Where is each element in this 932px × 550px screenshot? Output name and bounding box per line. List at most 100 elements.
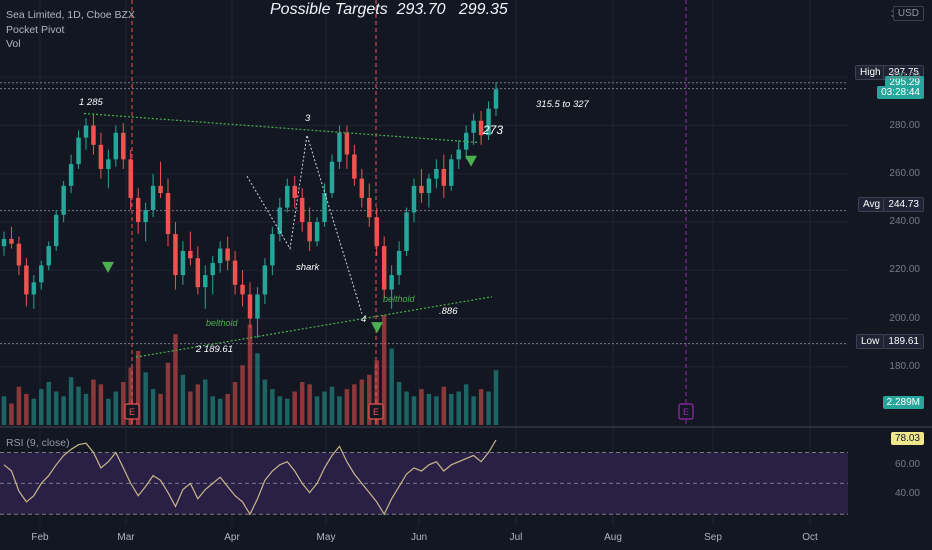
rsi-line (3, 439, 497, 516)
belthold-label-2: belthold (383, 294, 415, 304)
candle (449, 159, 454, 186)
shark-pattern (246, 135, 363, 314)
volume-bar (158, 393, 163, 425)
y-axis-label: 280.00 (889, 119, 920, 131)
x-axis-label: Feb (31, 532, 49, 543)
volume-bar (135, 350, 141, 425)
candle (53, 214, 59, 247)
candle (121, 132, 126, 160)
candle (426, 178, 432, 194)
volume-bar (150, 389, 156, 425)
volume-bar (39, 389, 44, 425)
volume-bar (292, 391, 297, 425)
target-2: 299.35 (458, 1, 508, 18)
candle (247, 294, 253, 319)
candle (9, 238, 14, 244)
point-1-label: 1 285 (79, 97, 103, 108)
avg-value-tag: 244.73 (883, 197, 924, 212)
candle (135, 197, 141, 223)
candle (240, 284, 245, 295)
earnings-event-letter: E (683, 407, 689, 417)
volume-bar (188, 391, 193, 425)
x-axis-label: Jun (410, 532, 428, 543)
volume-bar (434, 396, 439, 425)
current-price-tag: 295.29 (885, 76, 924, 89)
volume-bar (195, 384, 201, 425)
rsi-label[interactable]: RSI (9, close) (6, 437, 70, 449)
candle (203, 275, 208, 288)
trend-line-lower (135, 296, 493, 358)
possible-targets-text: Possible Targets 293.70 299.35 (270, 1, 508, 19)
volume-bar (299, 381, 305, 425)
indicator-volume[interactable]: Vol (6, 38, 21, 50)
candle (180, 250, 186, 276)
y-axis-label: 240.00 (889, 216, 920, 228)
volume-bar (404, 391, 409, 425)
level-273-label: 273 (483, 123, 504, 137)
indicator-pocket-pivot[interactable]: Pocket Pivot (6, 24, 65, 36)
candle (292, 185, 297, 198)
rsi-tick-60: 60.00 (894, 459, 920, 470)
volume-bar (173, 334, 178, 425)
candle (419, 185, 424, 194)
candle (434, 168, 439, 179)
candle (46, 246, 51, 266)
candle (1, 238, 7, 247)
volume-bar (106, 398, 111, 425)
belthold-label-1: belthold (206, 318, 238, 328)
candle (195, 258, 201, 288)
candle (478, 120, 484, 136)
volume-bar (210, 396, 215, 425)
volume-bar (449, 393, 454, 425)
volume-bar (240, 365, 245, 425)
volume-bar (31, 398, 37, 425)
y-axis-label: 200.00 (889, 312, 920, 324)
pocket-pivot-marker (465, 155, 477, 167)
shark-pattern-label: shark (296, 262, 320, 273)
low-value-tag: 189.61 (883, 334, 924, 349)
x-axis-label: Oct (802, 532, 818, 543)
volume-bar (232, 381, 238, 425)
candle (232, 260, 238, 285)
symbol-title[interactable]: Sea Limited, 1D, Cboe BZX (6, 9, 135, 21)
candle (24, 265, 29, 295)
candle (225, 248, 230, 261)
x-axis-label: Aug (604, 532, 622, 543)
candle (173, 234, 178, 276)
avg-label: Avg (858, 197, 886, 212)
volume-bar (285, 398, 290, 425)
candle (367, 197, 372, 218)
volume-bar (419, 389, 424, 425)
volume-bar (374, 360, 379, 425)
y-axis-label: 260.00 (889, 167, 920, 179)
volume-bar (180, 374, 186, 425)
volume-bar (1, 396, 7, 425)
volume-bar (24, 393, 29, 425)
volume-bar (381, 315, 387, 425)
volume-bar (441, 386, 447, 425)
candle (68, 164, 74, 186)
candle (210, 263, 215, 276)
volume-bar (217, 398, 223, 425)
targets-label: Possible Targets (270, 1, 388, 18)
volume-bar (121, 381, 126, 425)
volume-bar (389, 348, 394, 425)
candle (270, 234, 275, 266)
earnings-event-icon (368, 403, 384, 420)
high-label: High (855, 65, 886, 80)
volume-bar (113, 391, 119, 425)
y-axis-label: 220.00 (889, 264, 920, 276)
candle (16, 243, 22, 266)
rsi-value-tag: 78.03 (890, 432, 924, 445)
candle (352, 154, 357, 179)
volume-bar (367, 374, 372, 425)
candle (374, 217, 379, 247)
x-axis-label: Sep (704, 532, 722, 543)
candle (31, 282, 37, 295)
volume-bar (307, 384, 312, 425)
candle (217, 248, 223, 264)
currency-button[interactable]: USD (892, 6, 924, 21)
candle (359, 178, 365, 198)
y-axis-label: 300.00 (889, 71, 920, 83)
